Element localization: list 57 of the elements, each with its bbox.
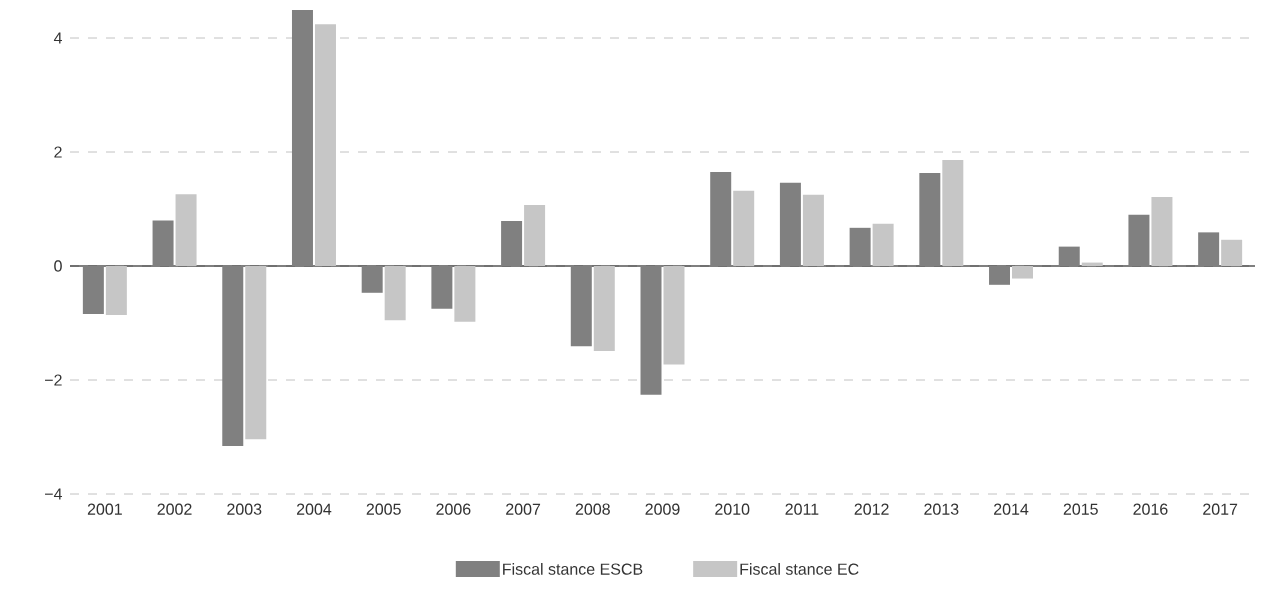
bar — [291, 10, 313, 266]
bar — [640, 266, 662, 395]
bar — [849, 227, 871, 266]
x-tick-label: 2008 — [575, 503, 610, 515]
y-tick-label: 4 — [53, 32, 63, 44]
bar — [384, 266, 406, 321]
x-tick-label: 2013 — [924, 503, 959, 515]
bar — [524, 205, 546, 266]
x-tick-label: 2006 — [436, 503, 471, 515]
x-tick-label: 2005 — [366, 503, 401, 515]
bar — [222, 266, 244, 447]
bar — [1012, 266, 1034, 279]
x-tick-label: 2007 — [506, 503, 541, 515]
bar — [733, 190, 755, 266]
y-tick-label: −2 — [45, 374, 62, 386]
x-tick-label: 2003 — [227, 503, 262, 515]
bar — [919, 173, 941, 266]
bar — [105, 266, 127, 316]
x-tick-label: 2002 — [157, 503, 192, 515]
bar — [1221, 239, 1243, 266]
bar — [779, 182, 801, 266]
bar — [454, 266, 476, 322]
x-tick-label: 2015 — [1063, 503, 1098, 515]
y-tick-label: −4 — [45, 488, 63, 500]
x-tick-label: 2009 — [645, 503, 680, 515]
bar — [1151, 197, 1173, 266]
bar — [1128, 214, 1150, 266]
bar — [82, 266, 104, 314]
bar — [431, 266, 453, 309]
bar — [710, 171, 732, 266]
bar — [663, 266, 685, 365]
x-tick-label: 2014 — [994, 503, 1029, 515]
legend-label: Fiscal stance ESCB — [503, 563, 643, 575]
bar — [942, 159, 964, 266]
bar — [361, 266, 383, 293]
x-tick-label: 2012 — [854, 503, 889, 515]
bar — [570, 266, 592, 347]
bar — [245, 266, 267, 440]
bar — [1198, 232, 1220, 266]
y-tick-label: 0 — [54, 260, 62, 272]
bar — [501, 220, 523, 266]
bar — [802, 194, 824, 266]
legend-label: Fiscal stance EC — [740, 563, 859, 575]
x-tick-label: 2010 — [715, 503, 750, 515]
x-tick-label: 2016 — [1133, 503, 1168, 515]
x-tick-label: 2001 — [87, 503, 122, 515]
bar — [989, 266, 1011, 285]
bar — [872, 223, 894, 266]
x-tick-label: 2011 — [785, 503, 819, 515]
bar — [314, 24, 336, 266]
bar — [152, 220, 174, 266]
y-tick-label: 2 — [54, 146, 62, 158]
bar — [593, 266, 615, 351]
x-tick-label: 2004 — [296, 503, 332, 515]
x-tick-label: 2017 — [1203, 503, 1238, 515]
bar — [175, 194, 197, 266]
bar — [1058, 246, 1080, 266]
